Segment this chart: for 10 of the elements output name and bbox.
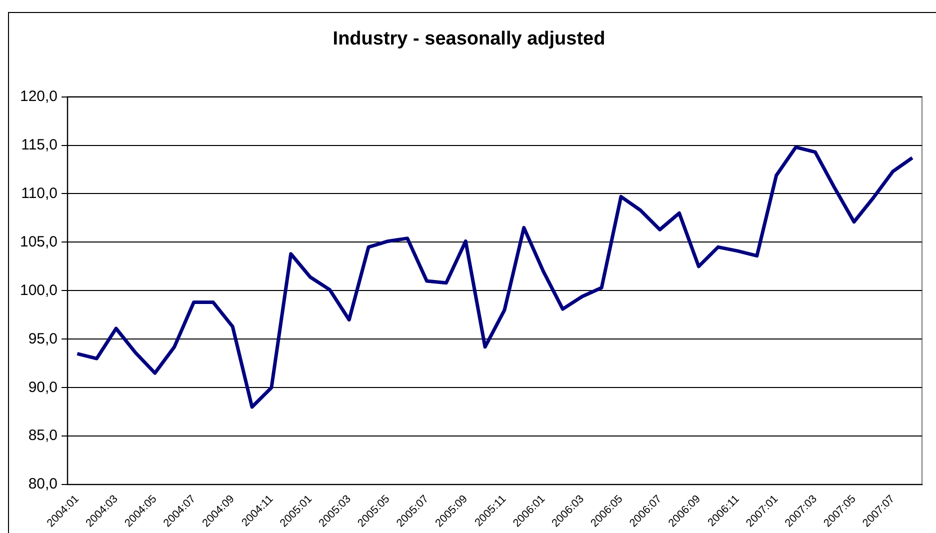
y-tick-label: 90,0 [28,378,58,396]
y-tick-label: 115,0 [21,136,58,154]
y-tick-label: 80,0 [28,476,58,493]
chart-title: Industry - seasonally adjusted [332,28,606,50]
y-tick-label: 120,0 [20,88,58,105]
y-tick-label: 110,0 [21,184,58,202]
y-tick-label: 100,0 [20,282,58,299]
y-tick-label: 85,0 [28,427,58,444]
y-tick-label: 95,0 [28,330,58,348]
y-tick-label: 105,0 [20,233,58,250]
